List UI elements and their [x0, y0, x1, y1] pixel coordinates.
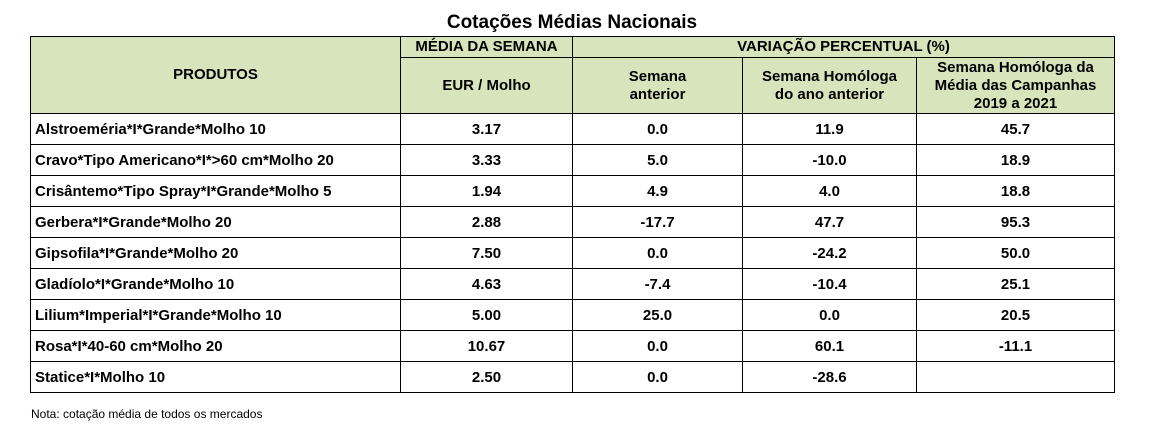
cell-media: 2.88	[400, 206, 573, 238]
cell-homologa-campanhas: 18.8	[916, 175, 1115, 207]
cell-media: 3.17	[400, 113, 573, 145]
table-row: Lilium*Imperial*I*Grande*Molho 10 5.00 2…	[30, 299, 1115, 331]
header-semana-anterior: Semana anterior	[572, 57, 743, 114]
header-semana-anterior-line: Semana	[628, 67, 687, 85]
cell-homologa-campanhas: 20.5	[916, 299, 1115, 331]
cell-homologa-ano: -10.0	[742, 144, 917, 176]
cell-homologa-ano: -10.4	[742, 268, 917, 300]
cell-semana-anterior: 0.0	[572, 237, 743, 269]
page-title: Cotações Médias Nacionais	[446, 12, 698, 33]
table-row: Gipsofila*I*Grande*Molho 20 7.50 0.0 -24…	[30, 237, 1115, 269]
table-body: Alstroeméria*I*Grande*Molho 10 3.17 0.0 …	[30, 113, 1115, 393]
cell-media: 10.67	[400, 330, 573, 362]
cell-produto: Crisântemo*Tipo Spray*I*Grande*Molho 5	[30, 175, 401, 207]
cell-semana-anterior: 0.0	[572, 361, 743, 393]
header-produtos: PRODUTOS	[30, 36, 401, 114]
cell-homologa-ano: 60.1	[742, 330, 917, 362]
table-row: Alstroeméria*I*Grande*Molho 10 3.17 0.0 …	[30, 113, 1115, 145]
table-row: Gerbera*I*Grande*Molho 20 2.88 -17.7 47.…	[30, 206, 1115, 238]
cell-produto: Statice*I*Molho 10	[30, 361, 401, 393]
table-row: Statice*I*Molho 10 2.50 0.0 -28.6	[30, 361, 1115, 393]
cell-semana-anterior: 5.0	[572, 144, 743, 176]
cell-homologa-ano: 11.9	[742, 113, 917, 145]
cell-homologa-ano: 0.0	[742, 299, 917, 331]
table-row: Crisântemo*Tipo Spray*I*Grande*Molho 5 1…	[30, 175, 1115, 207]
cell-media: 1.94	[400, 175, 573, 207]
cell-media: 2.50	[400, 361, 573, 393]
cell-produto: Rosa*I*40-60 cm*Molho 20	[30, 330, 401, 362]
cell-semana-anterior: 0.0	[572, 113, 743, 145]
cell-homologa-ano: -28.6	[742, 361, 917, 393]
cell-semana-anterior: 0.0	[572, 330, 743, 362]
table-row: Cravo*Tipo Americano*I*>60 cm*Molho 20 3…	[30, 144, 1115, 176]
header-homologa-ano-anterior: Semana Homóloga do ano anterior	[742, 57, 917, 114]
cell-semana-anterior: -7.4	[572, 268, 743, 300]
cell-semana-anterior: 25.0	[572, 299, 743, 331]
table-row: Rosa*I*40-60 cm*Molho 20 10.67 0.0 60.1 …	[30, 330, 1115, 362]
header-unit: EUR / Molho	[400, 57, 573, 114]
header-homologa-ano-anterior-line: Semana Homóloga	[761, 67, 898, 85]
cell-homologa-campanhas: 25.1	[916, 268, 1115, 300]
header-homologa-campanhas-line: Semana Homóloga da	[937, 58, 1094, 76]
header-media-semana: MÉDIA DA SEMANA	[400, 36, 573, 58]
cell-media: 7.50	[400, 237, 573, 269]
cell-produto: Cravo*Tipo Americano*I*>60 cm*Molho 20	[30, 144, 401, 176]
prices-table: PRODUTOS MÉDIA DA SEMANA VARIAÇÃO PERCEN…	[30, 36, 1115, 393]
cell-homologa-campanhas: 45.7	[916, 113, 1115, 145]
cell-produto: Gerbera*I*Grande*Molho 20	[30, 206, 401, 238]
cell-media: 4.63	[400, 268, 573, 300]
cell-homologa-ano: 47.7	[742, 206, 917, 238]
footnote: Nota: cotação média de todos os mercados	[31, 407, 263, 421]
cell-semana-anterior: 4.9	[572, 175, 743, 207]
cell-homologa-ano: -24.2	[742, 237, 917, 269]
cell-produto: Alstroeméria*I*Grande*Molho 10	[30, 113, 401, 145]
cell-media: 3.33	[400, 144, 573, 176]
cell-media: 5.00	[400, 299, 573, 331]
cell-homologa-campanhas: 50.0	[916, 237, 1115, 269]
cell-homologa-campanhas: 18.9	[916, 144, 1115, 176]
cell-homologa-ano: 4.0	[742, 175, 917, 207]
header-homologa-campanhas-line: 2019 a 2021	[973, 94, 1058, 112]
table-row: Gladíolo*I*Grande*Molho 10 4.63 -7.4 -10…	[30, 268, 1115, 300]
cell-semana-anterior: -17.7	[572, 206, 743, 238]
header-homologa-campanhas: Semana Homóloga da Média das Campanhas 2…	[916, 57, 1115, 114]
header-semana-anterior-line: anterior	[629, 85, 686, 103]
cell-homologa-campanhas	[916, 361, 1115, 393]
cell-homologa-campanhas: 95.3	[916, 206, 1115, 238]
cell-produto: Lilium*Imperial*I*Grande*Molho 10	[30, 299, 401, 331]
table-header: PRODUTOS MÉDIA DA SEMANA VARIAÇÃO PERCEN…	[30, 36, 1115, 114]
header-variacao-percentual: VARIAÇÃO PERCENTUAL (%)	[572, 36, 1115, 58]
cell-produto: Gipsofila*I*Grande*Molho 20	[30, 237, 401, 269]
cell-homologa-campanhas: -11.1	[916, 330, 1115, 362]
header-homologa-ano-anterior-line: do ano anterior	[774, 85, 885, 103]
cell-produto: Gladíolo*I*Grande*Molho 10	[30, 268, 401, 300]
header-homologa-campanhas-line: Média das Campanhas	[934, 76, 1097, 94]
